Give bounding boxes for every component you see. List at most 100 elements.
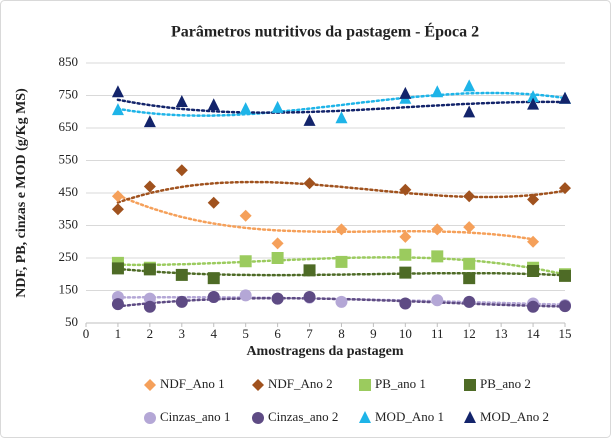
- point: [111, 262, 124, 275]
- point: [431, 85, 444, 98]
- legend-marker: [464, 379, 476, 391]
- y-tick-label: 850: [59, 54, 79, 69]
- point: [399, 297, 412, 310]
- point: [527, 265, 540, 277]
- y-tick-label: 250: [59, 249, 79, 264]
- y-tick-label: 450: [59, 184, 79, 199]
- point: [335, 223, 348, 236]
- point: [271, 252, 284, 264]
- point: [143, 115, 156, 128]
- point: [143, 300, 156, 313]
- point: [527, 90, 540, 103]
- point: [335, 111, 348, 124]
- trendline: [116, 98, 567, 114]
- point: [463, 257, 476, 270]
- point: [559, 182, 571, 195]
- point: [111, 203, 124, 216]
- point: [335, 255, 348, 268]
- point: [175, 268, 188, 281]
- point: [463, 190, 476, 203]
- legend-marker: [144, 379, 156, 391]
- point: [175, 95, 188, 107]
- legend-marker: [252, 379, 264, 391]
- x-tick-label: 10: [399, 326, 412, 341]
- x-tick-label: 0: [83, 326, 90, 341]
- point: [399, 86, 412, 99]
- point: [175, 164, 188, 177]
- x-tick-label: 4: [210, 326, 217, 341]
- point: [239, 255, 252, 268]
- x-tick-label: 11: [431, 326, 444, 341]
- point: [559, 269, 571, 282]
- trendline: [116, 180, 567, 204]
- legend-marker: [359, 411, 371, 423]
- point: [527, 235, 540, 248]
- point: [463, 105, 476, 118]
- point: [303, 291, 316, 303]
- x-tick-label: 14: [527, 326, 541, 341]
- point: [303, 177, 316, 190]
- legend-label: NDF_Ano 1: [160, 376, 225, 391]
- legend-label: MOD_Ano 1: [375, 409, 444, 424]
- chart-title: Parâmetros nutritivos da pastagem - Époc…: [171, 22, 479, 41]
- x-tick-label: 1: [115, 326, 122, 341]
- point: [399, 266, 412, 279]
- point: [399, 248, 412, 261]
- point: [271, 100, 284, 113]
- legend-marker: [464, 411, 476, 423]
- x-tick-label: 5: [242, 326, 249, 341]
- x-axis-label: Amostragens da pastagem: [246, 344, 403, 359]
- point: [463, 221, 476, 234]
- point: [207, 291, 220, 303]
- trendline: [116, 295, 567, 306]
- point: [111, 85, 124, 98]
- x-tick-label: 8: [338, 326, 345, 341]
- point: [527, 97, 540, 110]
- point: [559, 300, 571, 313]
- legend-label: MOD_Ano 2: [480, 409, 549, 424]
- point: [175, 295, 188, 308]
- legend-marker: [252, 412, 264, 424]
- point: [271, 292, 284, 305]
- point: [431, 250, 444, 263]
- point: [335, 295, 348, 308]
- trendline: [116, 193, 535, 241]
- x-tick-label: 13: [495, 326, 508, 341]
- y-axis-label: NDF, PB, cinzas e MOD (g/Kg MS): [14, 88, 29, 298]
- legend-label: Cinzas_ano 2: [268, 409, 338, 424]
- y-tick-label: 550: [59, 151, 79, 166]
- y-tick-label: 350: [59, 216, 79, 231]
- point: [207, 98, 220, 111]
- point: [303, 113, 316, 126]
- legend-label: Cinzas_ano 1: [160, 409, 230, 424]
- legend-marker: [359, 379, 371, 391]
- x-tick-label: 9: [370, 326, 377, 341]
- point: [559, 91, 571, 104]
- y-tick-label: 750: [59, 86, 79, 101]
- point: [271, 237, 284, 250]
- point: [207, 196, 220, 209]
- legend-label: NDF_Ano 2: [268, 376, 333, 391]
- x-tick-label: 3: [179, 326, 186, 341]
- x-tick-label: 7: [306, 326, 313, 341]
- point: [111, 103, 124, 116]
- y-tick-label: 650: [59, 119, 79, 134]
- point: [239, 289, 252, 302]
- trendline: [116, 267, 567, 277]
- point: [463, 272, 476, 285]
- x-tick-label: 2: [147, 326, 154, 341]
- point: [207, 272, 220, 285]
- x-tick-label: 15: [559, 326, 572, 341]
- y-tick-label: 150: [59, 281, 79, 296]
- point: [463, 295, 476, 308]
- point: [239, 102, 252, 115]
- trendline: [116, 91, 567, 117]
- point: [431, 294, 444, 307]
- legend-label: PB_ano 1: [375, 376, 426, 391]
- point: [399, 183, 412, 196]
- point: [143, 263, 156, 276]
- point: [111, 298, 124, 311]
- trendline: [116, 256, 567, 276]
